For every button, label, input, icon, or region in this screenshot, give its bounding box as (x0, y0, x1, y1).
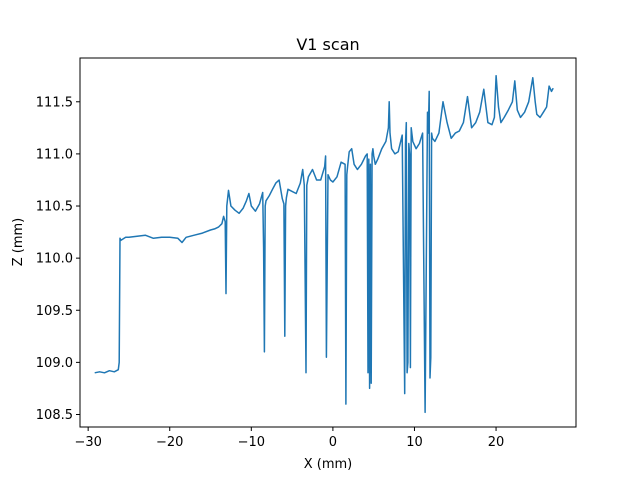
y-tick-label: 110.0 (36, 252, 73, 267)
x-tick-label: 20 (488, 435, 505, 450)
y-tick-label: 109.5 (36, 304, 73, 319)
axes-frame (79, 57, 577, 428)
y-tick-label: 109.0 (36, 356, 73, 371)
plot-area (94, 74, 554, 414)
x-tick-label: 0 (329, 435, 337, 450)
y-tick-label: 111.0 (36, 147, 73, 162)
y-tick-label: 108.5 (36, 408, 73, 423)
chart-title: V1 scan (296, 35, 359, 54)
x-tick-label: 10 (406, 435, 423, 450)
y-tick-label: 111.5 (36, 95, 73, 110)
series-line-0 (94, 74, 554, 414)
x-axis-label: X (mm) (304, 457, 353, 472)
x-tick-label: −20 (156, 435, 183, 450)
x-tick-label: −30 (74, 435, 101, 450)
y-axis: 108.5 109.0 109.5 110.0 110.5 111.0 111.5 (36, 95, 80, 423)
y-axis-label: Z (mm) (11, 218, 26, 267)
y-tick-label: 110.5 (36, 200, 73, 215)
x-axis: −30 −20 −10 0 10 20 (74, 427, 504, 450)
x-tick-label: −10 (238, 435, 265, 450)
